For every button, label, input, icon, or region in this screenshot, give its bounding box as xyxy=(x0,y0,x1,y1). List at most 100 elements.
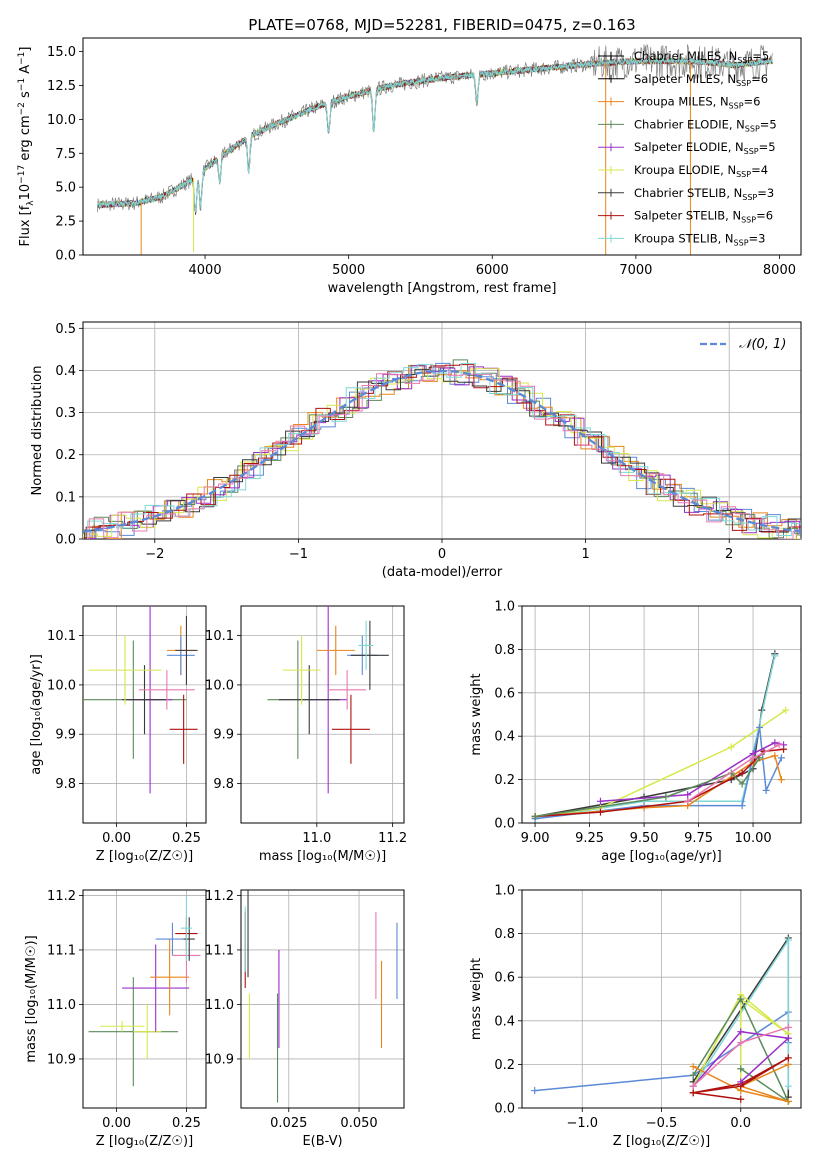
errorbar-point xyxy=(99,1020,145,1032)
histogram-series xyxy=(83,365,801,539)
axes-frame xyxy=(82,605,207,824)
y-tick-label: 1.0 xyxy=(494,884,515,899)
x-axis-label: age [log₁₀(age/yr)] xyxy=(601,849,722,864)
y-tick-label: 12.5 xyxy=(47,79,76,94)
weight-marker xyxy=(777,776,785,784)
weight-series-line xyxy=(693,1057,789,1101)
weight-marker xyxy=(782,706,790,714)
axes-frame xyxy=(521,889,802,1109)
x-axis-label: E(B-V) xyxy=(302,1134,342,1149)
errorbar-point xyxy=(133,1004,162,1059)
y-tick-label: 0.5 xyxy=(55,322,76,337)
weight-marker xyxy=(784,1023,792,1031)
legend-entry: Salpeter MILES, NSSP=6 xyxy=(634,72,768,88)
y-tick-label: 10.0 xyxy=(47,113,76,128)
grid-lines xyxy=(83,890,206,1108)
weight-series-line xyxy=(535,754,783,818)
x-tick-label: 9.50 xyxy=(630,831,659,846)
y-tick-label: 11.2 xyxy=(205,889,234,904)
errorbar-point xyxy=(166,635,195,676)
y-tick-label: 9.8 xyxy=(55,777,76,792)
weight-marker xyxy=(596,797,604,805)
errorbar-point xyxy=(122,944,190,1032)
weight-marker xyxy=(531,812,539,820)
x-tick-label: 8000 xyxy=(763,263,796,278)
errorbar-point xyxy=(316,625,355,676)
errorbar-point xyxy=(122,665,167,735)
axes-frame xyxy=(82,37,802,256)
x-tick-label: 0.00 xyxy=(102,1116,131,1131)
weight-series-line xyxy=(692,997,791,1104)
x-axis-label: Z [log₁₀(Z/Z☉)] xyxy=(613,1134,710,1149)
x-tick-label: −1.0 xyxy=(566,1116,598,1131)
mass-vs-EBV-panel: 0.025 0.050 10.9 11.0 11.1 11.2 E(B-V) xyxy=(205,889,405,1149)
y-tick-label: 10.0 xyxy=(205,678,234,693)
y-tick-label: 0.6 xyxy=(494,971,515,986)
x-tick-label: −2 xyxy=(145,547,164,562)
errorbar-point xyxy=(328,670,367,710)
y-tick-label: 0.0 xyxy=(494,1102,515,1117)
grid-lines xyxy=(241,890,404,1108)
weight-marker xyxy=(771,739,779,747)
y-axis-label: mass [log₁₀(M/M☉)] xyxy=(24,935,39,1062)
y-tick-label: 0.2 xyxy=(55,448,76,463)
weight-lines xyxy=(531,650,790,823)
x-axis-label: mass [log₁₀(M/M☉)] xyxy=(259,849,386,864)
y-tick-label: 9.9 xyxy=(55,728,76,743)
residuals-panel: −2 −1 0 1 2 0.0 0.1 0.2 0.3 0.4 0.5 (data-model)/er… xyxy=(30,321,802,580)
y-tick-label: 9.9 xyxy=(213,728,234,743)
histograms xyxy=(83,359,801,539)
y-tick-label: 0.8 xyxy=(494,643,515,658)
weight-marker xyxy=(640,804,648,812)
y-tick-label: 9.8 xyxy=(213,777,234,792)
weight-marker xyxy=(784,936,792,944)
x-axis-label: wavelength [Angstrom, rest frame] xyxy=(328,281,557,296)
y-tick-label: 11.2 xyxy=(47,889,76,904)
weight-marker xyxy=(762,786,770,794)
weight-marker xyxy=(771,752,779,760)
weight-marker xyxy=(784,1097,792,1105)
grid-lines xyxy=(241,606,404,823)
age-vs-mass-panel: 11.0 11.2 9.8 9.9 10.0 10.1 mass [log₁₀(M/M☉)] xyxy=(205,605,407,864)
histogram-series xyxy=(87,362,801,539)
weight-marker xyxy=(689,1082,697,1090)
errorbar-point xyxy=(350,620,389,690)
weight-series-line xyxy=(600,741,784,803)
y-tick-label: 0.3 xyxy=(55,406,76,421)
legend-entry: Chabrier MILES, NSSP=5 xyxy=(634,49,769,65)
x-tick-label: 5000 xyxy=(332,263,365,278)
x-tick-label: 0.025 xyxy=(270,1116,307,1131)
x-tick-label: −1 xyxy=(289,547,308,562)
legend-entry: Kroupa ELODIE, NSSP=4 xyxy=(634,163,768,179)
weight-marker xyxy=(531,1087,539,1095)
spectrum-model-line xyxy=(96,57,773,213)
x-tick-label: 11.2 xyxy=(378,831,407,846)
y-tick-label: 0.4 xyxy=(494,1014,515,1029)
weight-marker xyxy=(684,797,692,805)
axes-frame xyxy=(240,889,405,1109)
legend-entry: Kroupa STELIB, NSSP=3 xyxy=(634,231,765,247)
y-tick-label: 11.0 xyxy=(205,998,234,1013)
y-tick-label: 15.0 xyxy=(47,45,76,60)
gaussian-curve xyxy=(83,369,801,533)
weight-marker xyxy=(738,802,746,810)
axes-frame xyxy=(240,605,405,824)
weight-lines xyxy=(531,934,792,1105)
y-tick-label: 0.0 xyxy=(494,817,515,832)
grid-lines xyxy=(522,605,801,824)
errorbar-point xyxy=(358,620,374,671)
weight-marker xyxy=(756,724,764,732)
weight-marker xyxy=(738,780,746,788)
errorbar-point xyxy=(180,895,193,961)
x-tick-label: −0.5 xyxy=(646,1116,678,1131)
y-axis-label: mass weight xyxy=(469,958,484,1040)
y-tick-label: 11.1 xyxy=(205,943,234,958)
y-tick-label: 2.5 xyxy=(55,215,76,230)
y-tick-label: 10.0 xyxy=(47,678,76,693)
x-axis-label: (data-model)/error xyxy=(382,565,503,580)
weight-marker xyxy=(777,754,785,762)
errorbar-point xyxy=(278,665,340,735)
x-tick-label: 6000 xyxy=(476,263,509,278)
x-axis-label: Z [log₁₀(Z/Z☉)] xyxy=(96,849,193,864)
x-tick-label: 0.0 xyxy=(730,1116,751,1131)
